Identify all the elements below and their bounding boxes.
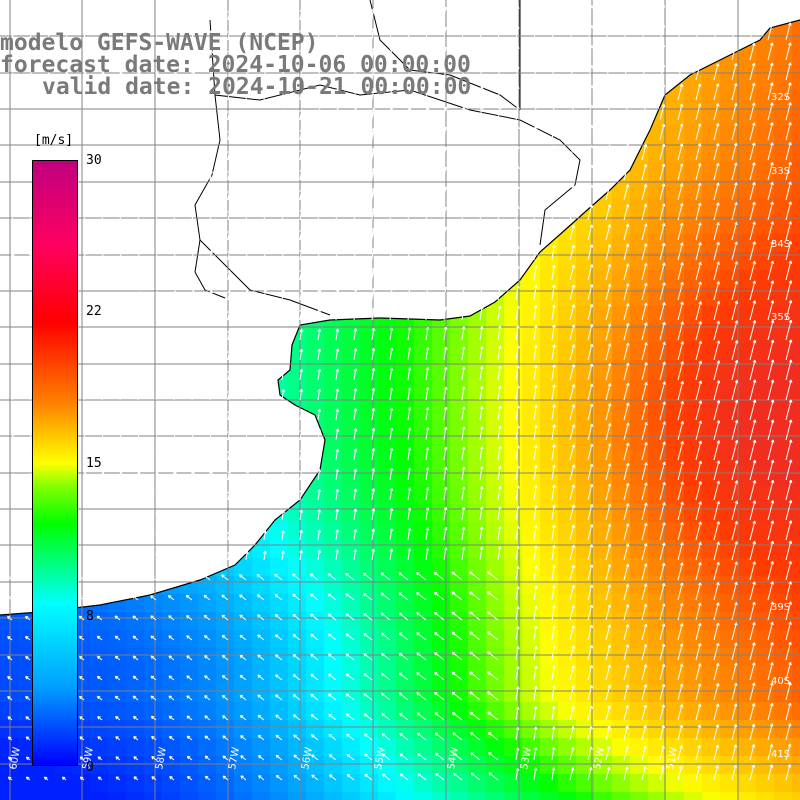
colorbar-gradient xyxy=(32,160,78,766)
longitude-label: 55W xyxy=(373,746,388,770)
latitude-label: 39S xyxy=(771,602,790,613)
latitude-label: 35S xyxy=(771,312,790,323)
longitude-label: 51W xyxy=(665,746,680,770)
latitude-label: 34S xyxy=(771,239,790,250)
longitude-label: 56W xyxy=(300,746,315,770)
colorbar-tick-8: 8 xyxy=(86,609,94,624)
latitude-label: 41S xyxy=(771,749,790,760)
longitude-label: 59W xyxy=(81,746,96,770)
colorbar-unit: [m/s] xyxy=(34,133,74,148)
coordinate-labels: 32S 33S 34S 35S 39S 40S 41S 60W 59W 58W 57W 56W 55W 5… xyxy=(8,92,790,771)
longitude-label: 53W xyxy=(519,746,534,770)
model-title: modelo GEFS-WAVE (NCEP) xyxy=(0,30,319,56)
latitude-label: 40S xyxy=(771,676,790,687)
forecast-date: forecast date: 2024-10-06 00:00:00 xyxy=(0,52,471,78)
colorbar-tick-0: 0 xyxy=(86,760,94,775)
latitude-label: 33S xyxy=(771,166,790,177)
colorbar-tick-30: 30 xyxy=(86,153,102,168)
longitude-label: 52W xyxy=(592,746,607,770)
longitude-label: 58W xyxy=(154,746,169,770)
colorbar-tick-15: 15 xyxy=(86,456,102,471)
longitude-label: 57W xyxy=(227,746,242,770)
land-mass xyxy=(0,0,800,615)
longitude-label: 60W xyxy=(8,746,23,770)
latitude-label: 32S xyxy=(771,92,790,103)
colorbar-tick-22: 22 xyxy=(86,304,102,319)
longitude-label: 54W xyxy=(446,746,461,770)
valid-date: valid date: 2024-10-21 00:00:00 xyxy=(42,74,472,100)
coastline xyxy=(0,19,800,616)
